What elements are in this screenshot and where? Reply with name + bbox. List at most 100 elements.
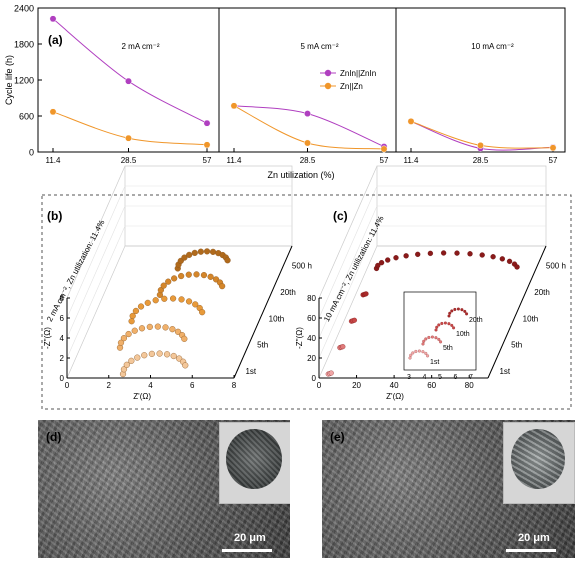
inset-point xyxy=(421,342,425,346)
inset-point xyxy=(437,337,441,341)
inset-tick-label: 3 xyxy=(407,374,411,381)
inset-point xyxy=(439,340,443,344)
legend-marker xyxy=(324,82,332,90)
eis-point xyxy=(169,295,177,302)
y-tick-label: 1800 xyxy=(14,40,34,50)
plot-frame-a xyxy=(37,7,566,153)
inset-point xyxy=(421,350,425,354)
x-tick-label: 11.4 xyxy=(227,156,243,165)
x-tick-label: 57 xyxy=(203,156,212,165)
eis-point xyxy=(117,339,125,346)
inset-cycle-label: 20th xyxy=(469,317,483,324)
inset-point xyxy=(409,353,413,357)
eis-point xyxy=(128,318,135,325)
eis-point xyxy=(219,283,226,290)
inset-point xyxy=(460,308,464,312)
x-tick-label: 28.5 xyxy=(300,156,316,165)
eis-point xyxy=(132,307,140,315)
data-point xyxy=(203,119,211,127)
inset-point xyxy=(424,351,428,355)
eis-point xyxy=(479,252,485,258)
x-tick-label: 2 xyxy=(107,381,112,390)
depth-tick-label: 500 h xyxy=(546,261,566,270)
inset-point xyxy=(443,321,447,325)
zninn-disc-photo xyxy=(511,429,565,489)
y-tick-label: 0 xyxy=(29,148,34,158)
data-point xyxy=(49,108,57,116)
eis-point xyxy=(160,282,167,289)
eis-point xyxy=(193,271,200,278)
y-tick-label: 600 xyxy=(19,112,34,122)
inset-tick-label: 4 xyxy=(423,374,427,381)
eis-point xyxy=(203,248,211,255)
inset-point xyxy=(450,309,454,313)
grid-line xyxy=(66,205,126,339)
eis-point xyxy=(207,273,214,280)
inset-point xyxy=(414,349,418,353)
eis-point xyxy=(154,323,161,330)
inset-point xyxy=(453,307,457,311)
annotation: 2 mA cm⁻², Zn utilization: 11.4% xyxy=(45,218,106,323)
depth-tick-label: 1st xyxy=(245,367,256,376)
eis-point xyxy=(125,330,132,338)
eis-point xyxy=(185,298,193,305)
y-tick-label: 1200 xyxy=(14,76,34,86)
x-tick-label: 11.4 xyxy=(46,156,62,165)
eis-point xyxy=(157,287,164,294)
eis-point xyxy=(490,254,496,260)
eis-point xyxy=(170,352,177,360)
eis-point xyxy=(186,251,193,258)
eis-point xyxy=(328,370,334,376)
eis-point xyxy=(200,272,208,279)
x-axis-label: Z'(Ω) xyxy=(133,392,151,401)
inset-tick-label: 5 xyxy=(438,374,442,381)
grid-line xyxy=(318,205,378,339)
eis-point xyxy=(152,297,159,304)
grid-line xyxy=(66,185,126,319)
grid-line xyxy=(318,225,378,359)
inset-point xyxy=(434,336,438,340)
y-tick-label: 6 xyxy=(60,314,65,323)
legend-entry: Zn||Zn xyxy=(340,82,363,91)
subplot-title: 2 mA cm⁻² xyxy=(121,42,159,51)
legend-marker xyxy=(324,69,332,77)
eis-point xyxy=(403,253,409,259)
subplot-title: 10 mA cm⁻² xyxy=(471,42,514,51)
eis-point xyxy=(123,361,130,368)
eis-point xyxy=(178,272,185,280)
depth-axis xyxy=(487,245,547,379)
inset-point xyxy=(426,354,430,358)
inset-frame xyxy=(403,291,477,371)
data-point xyxy=(407,117,415,125)
data-point xyxy=(304,110,311,118)
x-tick-label: 11.4 xyxy=(404,156,420,165)
eis-point xyxy=(224,257,231,264)
eis-point xyxy=(163,351,171,358)
depth-tick-label: 20th xyxy=(280,288,296,297)
data-point xyxy=(125,77,132,85)
eis-point xyxy=(148,350,155,357)
eis-point xyxy=(467,251,473,257)
eis-point xyxy=(178,296,185,303)
inset-point xyxy=(452,326,456,330)
back-plane xyxy=(124,165,293,247)
eis-point xyxy=(128,357,135,364)
inset-point xyxy=(456,307,460,311)
panel-label: (c) xyxy=(333,209,348,223)
eis-point xyxy=(144,299,151,306)
panel-label-d: (d) xyxy=(46,430,62,444)
x-tick-label: 8 xyxy=(232,381,237,390)
eis-point xyxy=(171,275,178,282)
data-point xyxy=(304,139,311,147)
zn-disc-photo xyxy=(226,429,282,489)
eis-point xyxy=(378,260,385,266)
depth-tick-label: 1st xyxy=(499,367,510,376)
eis-point xyxy=(209,248,217,255)
y-tick-label: 40 xyxy=(307,334,316,343)
y-tick-label: 2 xyxy=(60,354,65,363)
depth-tick-label: 5th xyxy=(257,341,268,350)
inset-point xyxy=(450,323,454,327)
inset-point xyxy=(417,349,421,353)
eis-point xyxy=(427,250,434,257)
